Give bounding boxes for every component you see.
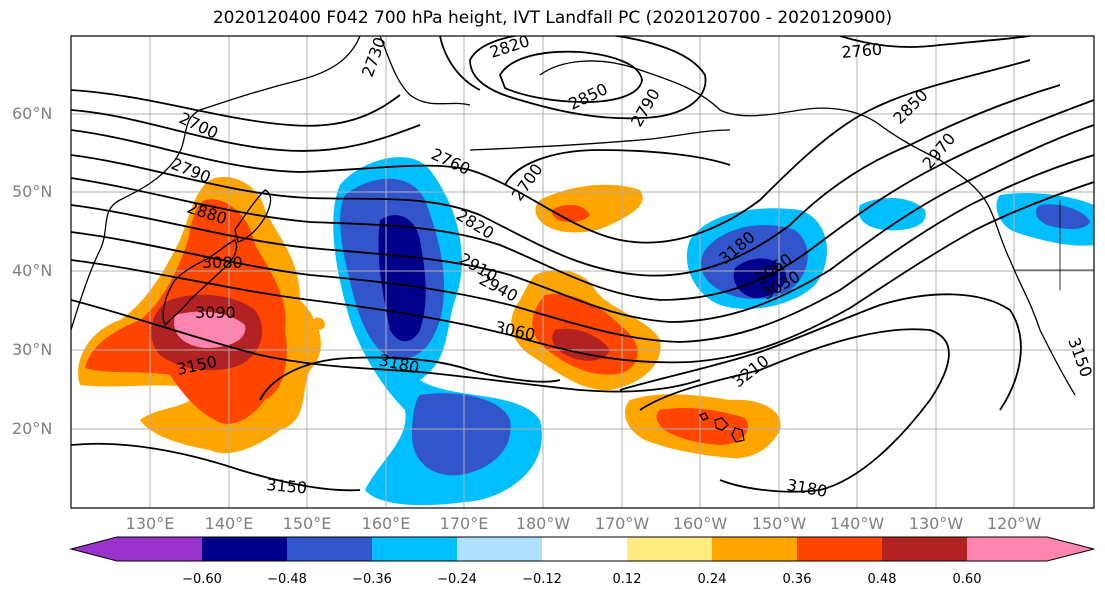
contour-3000 — [71, 124, 1094, 323]
lon-label: 140°E — [204, 514, 254, 533]
lat-label: 50°N — [12, 182, 53, 201]
ivt-region-red-north — [552, 204, 590, 223]
colorbar — [69, 536, 1095, 562]
height-contours — [71, 36, 1094, 493]
contour-3150 — [71, 299, 701, 393]
contour-2940 — [71, 99, 1094, 301]
colorbar-segment — [287, 537, 372, 561]
ivt-region-darkred-central — [552, 328, 610, 361]
contour-3180b — [619, 293, 1022, 411]
colorbar-tick-label: 0.48 — [867, 572, 897, 587]
colorbar-segment — [202, 537, 287, 561]
contour-2760a — [71, 109, 421, 152]
colorbar-segment — [882, 537, 967, 561]
ivt-region-mid-blue-south — [411, 393, 511, 476]
contour-label: 3090 — [195, 303, 236, 322]
lon-label: 150°W — [751, 514, 807, 533]
ivt-region-red-hawaii — [656, 407, 749, 445]
colorbar-tick-label: −0.60 — [182, 572, 222, 587]
lat-label: 60°N — [12, 104, 53, 123]
coastline-hokkaido — [234, 189, 272, 243]
colorbar-segment — [967, 537, 1047, 561]
colorbar-tick-label: 0.24 — [697, 572, 727, 587]
ivt-region-dark-blue-west — [378, 215, 426, 342]
lon-label: 170°W — [594, 514, 650, 533]
lat-label: 30°N — [12, 340, 53, 359]
lon-label: 160°E — [361, 514, 411, 533]
ivt-negative-shading — [333, 157, 1094, 506]
contour-3180a — [259, 356, 561, 401]
lat-label: 20°N — [12, 419, 53, 438]
lon-label: 150°E — [282, 514, 332, 533]
coastline-kamchatka — [379, 36, 471, 106]
colorbar-extend-low — [71, 537, 117, 561]
colorbar-tick-label: 0.36 — [782, 572, 812, 587]
map-content — [71, 36, 1094, 508]
lon-label: 170°E — [439, 514, 489, 533]
ivt-region-dark-blue-east — [733, 258, 786, 298]
lon-label: 160°W — [672, 514, 728, 533]
ivt-region-pink-west — [174, 311, 246, 348]
colorbar-tick-label: 0.60 — [952, 572, 982, 587]
ivt-region-orange-dot — [313, 317, 325, 330]
coastline-japan — [162, 239, 238, 327]
contour-2760c — [839, 36, 1031, 48]
colorbar-segment — [117, 537, 202, 561]
ivt-region-mid-blue-na — [1035, 204, 1090, 229]
colorbar-segment — [712, 537, 797, 561]
lon-label: 120°W — [986, 514, 1042, 533]
contour-label: 3080 — [202, 253, 243, 272]
contour-low-2820 — [469, 36, 707, 120]
lon-label: 140°W — [829, 514, 885, 533]
colorbar-tick-label: −0.36 — [352, 572, 392, 587]
coastline-alaska-na — [539, 60, 1076, 396]
coastline-aleutians — [469, 129, 731, 151]
border-us — [1014, 200, 1094, 290]
lat-label: 40°N — [12, 261, 53, 280]
contour-label: 2760 — [841, 40, 883, 62]
lon-label: 180°W — [515, 514, 571, 533]
colorbar-segment — [542, 537, 627, 561]
colorbar-tick-label: −0.12 — [522, 572, 562, 587]
colorbar-tick-label: −0.48 — [267, 572, 307, 587]
colorbar-extend-high — [1047, 537, 1094, 561]
map-title: 2020120400 F042 700 hPa height, IVT Land… — [212, 8, 893, 28]
lon-label: 130°E — [125, 514, 175, 533]
colorbar-segment — [457, 537, 542, 561]
contour-2700 — [71, 89, 401, 127]
coastlines — [71, 36, 1094, 443]
contour-3210 — [639, 328, 950, 493]
ivt-region-light-blue-coast — [858, 198, 926, 231]
colorbar-tick-label: 0.12 — [612, 572, 642, 587]
colorbar-segment — [372, 537, 457, 561]
contour-3060 — [71, 154, 1094, 343]
contour-2700b — [504, 149, 731, 186]
colorbar-segment — [627, 537, 712, 561]
contour-2880 — [71, 84, 1061, 277]
coastline-asia — [71, 36, 361, 331]
contour-3150b — [71, 442, 361, 492]
contour-2760b — [439, 36, 481, 91]
contour-2790 — [71, 59, 1031, 244]
contour-label: 3150 — [266, 475, 308, 497]
coastline-hawaii — [699, 412, 745, 443]
map-frame — [70, 35, 1095, 509]
lon-label: 130°W — [908, 514, 964, 533]
contour-3090 — [71, 181, 1094, 364]
contour-low-2850 — [499, 50, 643, 103]
ivt-positive-shading — [78, 176, 781, 459]
colorbar-segment — [797, 537, 882, 561]
colorbar-outline — [69, 536, 1095, 562]
colorbar-tick-label: −0.24 — [437, 572, 477, 587]
